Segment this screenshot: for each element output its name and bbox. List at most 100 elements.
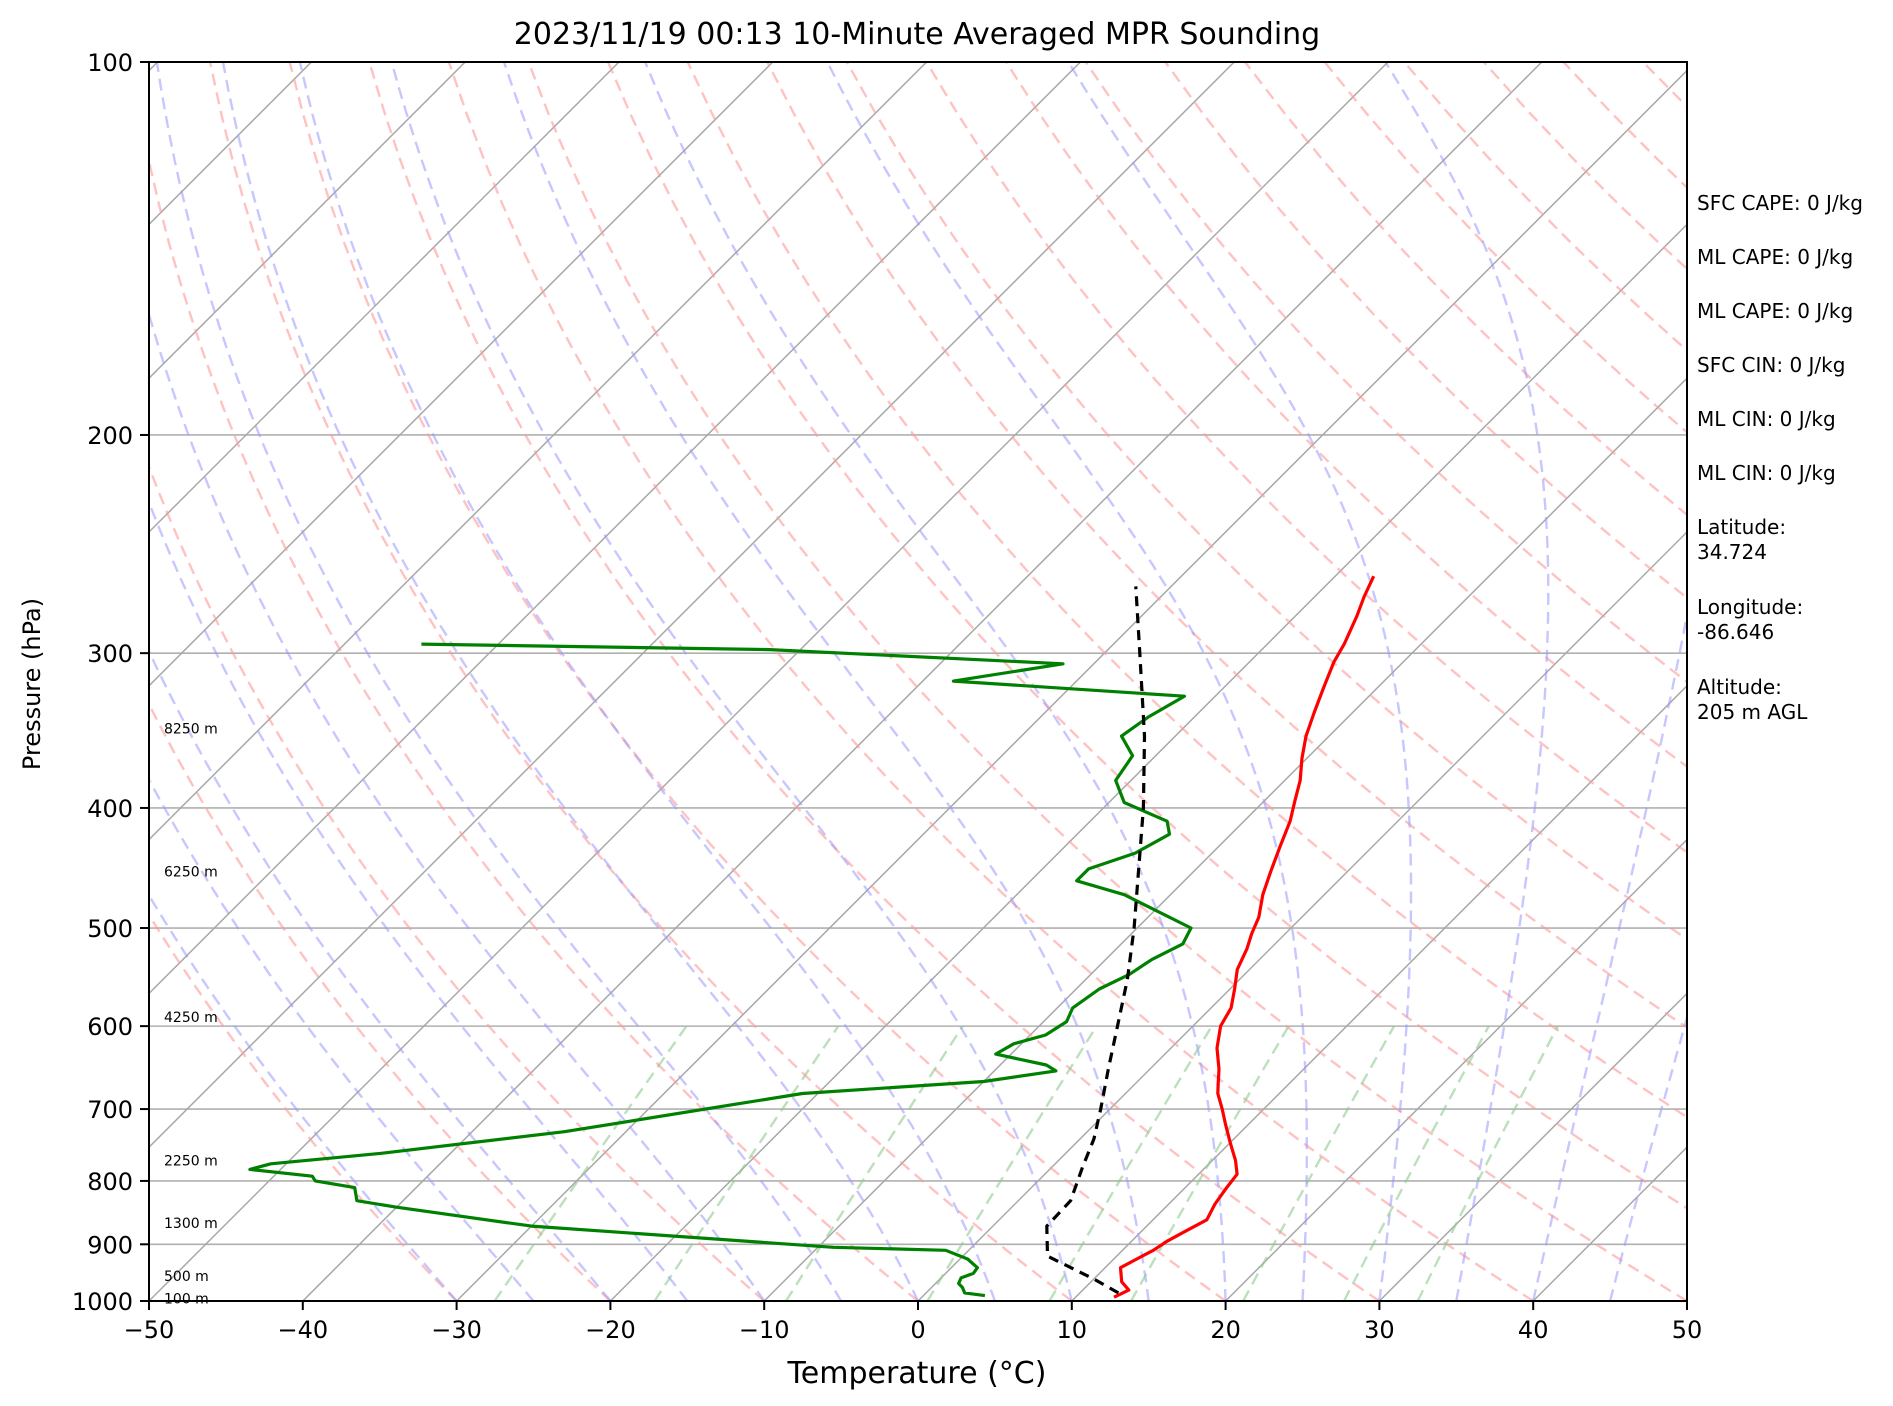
mixing-ratio-line (653, 1025, 840, 1301)
dewpoint-profile-line (248, 642, 1193, 1298)
parcel-profile-line (1045, 586, 1147, 1295)
mixing-ratio-line (1130, 1025, 1290, 1301)
moist-adiabat-line (149, 893, 458, 1301)
y-tick-label: 1000 (72, 1288, 133, 1316)
isotherm-line (917, 530, 1687, 1301)
isotherm-line (149, 62, 466, 380)
height-label: 500 m (164, 1269, 209, 1285)
annotation-text: SFC CAPE: 0 J/kg (1697, 191, 1863, 215)
height-label: 1300 m (164, 1216, 218, 1232)
x-tick-label: −50 (124, 1316, 175, 1344)
height-label: 6250 m (164, 864, 218, 880)
moist-adiabat-line (390, 62, 1073, 1301)
isotherm-line (763, 377, 1687, 1301)
y-tick-label: 800 (87, 1168, 133, 1196)
height-label: 2250 m (164, 1153, 218, 1169)
mixing-ratio-line (493, 1025, 688, 1301)
moist-adiabat-line (149, 777, 535, 1301)
annotation-text: ML CIN: 0 J/kg (1697, 461, 1836, 485)
dry-adiabat-line (606, 62, 1687, 1210)
height-label: 8250 m (164, 721, 218, 737)
x-tick-label: 50 (1672, 1316, 1703, 1344)
isotherm-line (149, 62, 1081, 995)
dry-adiabat-line (208, 62, 1073, 1301)
x-tick-label: 40 (1518, 1316, 1549, 1344)
annotation-text: SFC CIN: 0 J/kg (1697, 353, 1845, 377)
annotation-text: Longitude: -86.646 (1697, 595, 1803, 644)
isotherm-line (1071, 684, 1687, 1301)
dry-adiabat-line (686, 62, 1687, 1119)
dry-adiabat-line (527, 62, 1687, 1301)
isotherm-line (0, 62, 4, 1301)
dry-adiabat-line (288, 62, 1227, 1301)
x-tick-label: −30 (431, 1316, 482, 1344)
plot-frame (148, 61, 1688, 1302)
y-tick-label: 100 (87, 49, 133, 77)
moist-adiabat-line (149, 499, 689, 1301)
moist-adiabat-line (298, 62, 997, 1301)
isotherm-line (1225, 838, 1687, 1301)
chart-title: 2023/11/19 00:13 10-Minute Averaged MPR … (514, 17, 1320, 52)
moist-adiabat-line (502, 62, 1150, 1301)
annotation-text: ML CIN: 0 J/kg (1697, 407, 1836, 431)
mixing-ratio-line (1342, 1025, 1490, 1301)
dry-adiabat-line (149, 912, 458, 1301)
side-annotations: SFC CAPE: 0 J/kg ML CAPE: 0 J/kg ML CAPE: … (1697, 191, 1863, 724)
dry-adiabat-line (149, 155, 919, 1301)
moist-adiabat-line (644, 62, 1227, 1301)
y-axis: 100 200 300 400 500 600 700 800 900 1000 (72, 49, 149, 1316)
isotherm-line (149, 62, 1389, 1301)
moist-adiabat-line (1067, 62, 1413, 1301)
isotherm-line (149, 62, 620, 534)
moist-adiabat-line (1532, 608, 1687, 1301)
annotation-text: Latitude: 34.724 (1697, 515, 1786, 564)
isotherm-line (149, 62, 928, 841)
mixing-ratio-line (1416, 1025, 1559, 1301)
dry-adiabat-line (1164, 62, 1687, 600)
dry-adiabat-line (766, 62, 1687, 1029)
y-tick-label: 300 (87, 640, 133, 668)
isotherm-line (149, 62, 1235, 1149)
isotherm-line (302, 62, 1543, 1301)
x-tick-label: 10 (1057, 1316, 1088, 1344)
y-tick-label: 900 (87, 1231, 133, 1259)
isotherm-line (149, 62, 312, 226)
annotation-text: ML CAPE: 0 J/kg (1697, 299, 1853, 323)
y-tick-label: 600 (87, 1013, 133, 1041)
y-axis-label: Pressure (hPa) (18, 598, 46, 770)
isotherm-line (609, 223, 1687, 1301)
isotherm-line (1378, 992, 1687, 1301)
y-tick-label: 400 (87, 795, 133, 823)
plot-area: 8250 m 6250 m 4250 m 2250 m 1300 m 500 m 100 m (0, 61, 1688, 1307)
height-label: 4250 m (164, 1010, 218, 1026)
moist-adiabat-line (826, 62, 1308, 1301)
dry-adiabat-line (845, 62, 1687, 941)
moist-adiabat-line (221, 62, 920, 1301)
data-series (248, 575, 1376, 1299)
dry-adiabat-line (1084, 62, 1687, 684)
annotation-text: ML CAPE: 0 J/kg (1697, 245, 1853, 269)
isotherm-line (456, 69, 1687, 1301)
x-axis-label: Temperature (°C) (787, 1356, 1047, 1391)
isotherm-line (149, 62, 774, 687)
x-axis: −50 −40 −30 −20 −10 0 10 20 30 40 50 (124, 1301, 1703, 1344)
dry-adiabat-line (447, 62, 1534, 1301)
mixing-ratio-line (784, 1025, 964, 1301)
x-tick-label: −20 (585, 1316, 636, 1344)
temperature-profile-line (1113, 575, 1376, 1299)
background-lines (0, 62, 1687, 1301)
annotation-text: Altitude: 205 m AGL (1697, 675, 1808, 724)
moist-adiabat-line (149, 310, 766, 1301)
x-tick-label: −10 (739, 1316, 790, 1344)
dry-adiabat-line (149, 463, 765, 1301)
height-label: 100 m (164, 1291, 209, 1307)
mixing-ratio-line (1048, 1025, 1213, 1301)
dry-adiabat-line (149, 701, 612, 1301)
x-tick-label: 0 (910, 1316, 925, 1344)
y-tick-label: 500 (87, 915, 133, 943)
y-tick-label: 200 (87, 422, 133, 450)
dry-adiabat-line (368, 62, 1381, 1301)
mixing-ratio-line (926, 1025, 1098, 1301)
moist-adiabat-line (1384, 62, 1550, 1301)
